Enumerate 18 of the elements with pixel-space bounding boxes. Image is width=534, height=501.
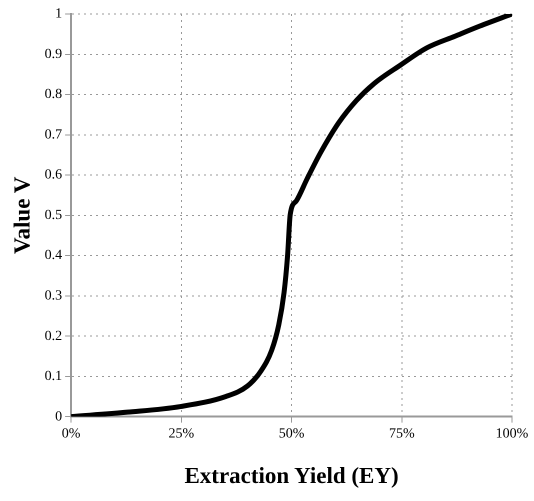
y-tick-label: 0.3 xyxy=(44,288,62,304)
y-tick-label: 0.9 xyxy=(44,46,62,62)
x-tick-label: 100% xyxy=(496,426,529,442)
x-tick-label: 75% xyxy=(388,426,415,442)
x-axis-title: Extraction Yield (EY) xyxy=(184,463,399,488)
x-tick-label: 0% xyxy=(62,426,81,442)
y-tick-label: 0.8 xyxy=(44,87,62,102)
x-tick-label: 25% xyxy=(168,426,194,442)
y-axis-title: Value V xyxy=(10,176,35,254)
y-tick-label: 0.1 xyxy=(44,369,62,384)
y-tick-label: 0.2 xyxy=(44,328,62,344)
y-tick-label: 0.4 xyxy=(44,248,62,264)
y-tick-label: 0.6 xyxy=(44,168,62,183)
y-tick-label: 1 xyxy=(55,6,62,22)
y-tick-label: 0 xyxy=(55,409,62,424)
x-tick-label: 50% xyxy=(278,426,305,442)
y-tick-label: 0.5 xyxy=(44,208,62,223)
y-tick-label: 0.7 xyxy=(44,127,62,142)
